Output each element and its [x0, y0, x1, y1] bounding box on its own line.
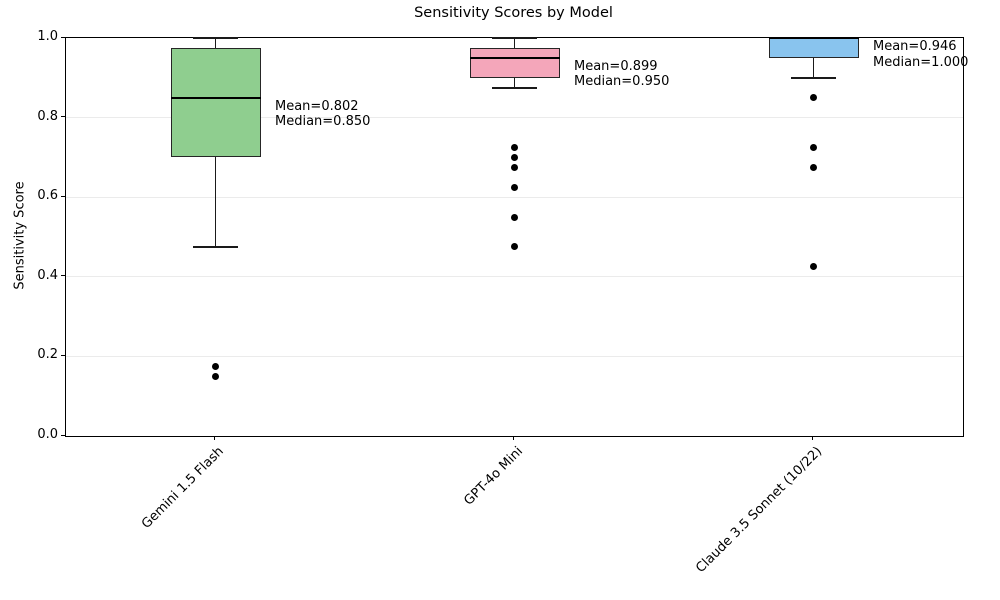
- y-tick-label: 0.2: [37, 347, 58, 363]
- y-tick-label: 0.4: [37, 267, 58, 283]
- outlier-dot: [511, 143, 518, 151]
- y-tick-mark: [61, 434, 65, 436]
- y-tick-mark: [61, 195, 65, 197]
- y-axis-label: Sensitivity Score: [12, 181, 28, 290]
- median-line: [768, 37, 859, 39]
- y-tick-label: 0.0: [37, 427, 58, 442]
- y-tick-label: 1.0: [37, 29, 58, 44]
- upper-whisker: [214, 38, 217, 48]
- outlier-dot: [810, 163, 817, 171]
- stats-annotation-line: Median=0.850: [275, 114, 371, 130]
- upper-whisker: [513, 38, 516, 48]
- box: [170, 47, 261, 158]
- outlier-dot: [511, 163, 518, 171]
- x-tick-label: Claude 3.5 Sonnet (10/22): [693, 444, 826, 576]
- upper-whisker-cap: [492, 37, 537, 39]
- outlier-dot: [511, 213, 518, 221]
- outlier-dot: [212, 372, 219, 380]
- x-tick-mark: [214, 436, 215, 440]
- lower-whisker-cap: [193, 246, 238, 248]
- stats-annotation: Mean=0.899 Median=0.950: [574, 59, 669, 90]
- stats-annotation-line: Mean=0.899: [574, 58, 658, 74]
- x-tick-mark: [513, 436, 514, 440]
- y-tick-mark: [61, 36, 65, 38]
- outlier-dot: [212, 362, 219, 370]
- median-line: [170, 96, 261, 99]
- x-tick-label: Gemini 1.5 Flash: [139, 444, 228, 532]
- outlier-dot: [511, 183, 518, 191]
- plot-area: Mean=0.802 Median=0.850 Mean=0.899 Median=0…: [65, 37, 968, 437]
- y-tick-label: 0.6: [37, 188, 58, 204]
- x-tick-label: GPT-4o Mini: [461, 444, 527, 509]
- y-tick-label: 0.8: [37, 108, 58, 124]
- median-line: [469, 56, 560, 59]
- box: [768, 38, 859, 58]
- gridline: [66, 276, 963, 278]
- gridline: [66, 355, 963, 357]
- lower-whisker: [513, 77, 516, 88]
- stats-annotation-line: Mean=0.946: [873, 39, 957, 54]
- y-tick-mark: [61, 116, 65, 118]
- outlier-dot: [511, 153, 518, 161]
- box: [469, 47, 560, 78]
- x-tick-mark: [812, 436, 813, 440]
- lower-whisker: [214, 157, 217, 247]
- upper-whisker-cap: [193, 37, 238, 39]
- lower-whisker-cap: [492, 87, 537, 89]
- outlier-dot: [511, 243, 518, 251]
- outlier-dot: [810, 263, 817, 271]
- stats-annotation: Mean=0.946 Median=1.000: [873, 39, 968, 70]
- gridline: [66, 117, 963, 119]
- outlier-dot: [810, 94, 817, 102]
- stats-annotation-line: Median=1.000: [873, 54, 969, 70]
- outlier-dot: [810, 143, 817, 151]
- gridline: [66, 196, 963, 198]
- lower-whisker: [812, 57, 815, 78]
- y-tick-mark: [61, 354, 65, 356]
- stats-annotation: Mean=0.802 Median=0.850: [275, 99, 370, 130]
- chart-title: Sensitivity Scores by Model: [414, 5, 613, 21]
- stats-annotation-line: Median=0.950: [574, 74, 670, 90]
- stats-annotation-line: Mean=0.802: [275, 98, 359, 114]
- lower-whisker-cap: [791, 77, 836, 79]
- y-tick-mark: [61, 275, 65, 277]
